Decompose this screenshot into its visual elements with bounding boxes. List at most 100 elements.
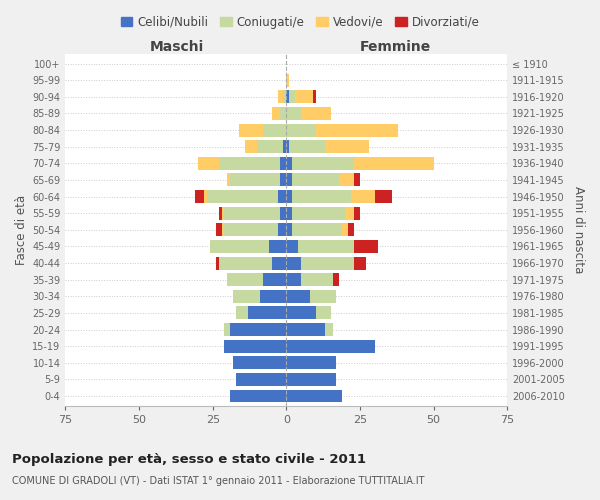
Bar [354,240,377,253]
Bar [286,107,301,120]
Text: COMUNE DI GRADOLI (VT) - Dati ISTAT 1° gennaio 2011 - Elaborazione TUTTITALIA.IT: COMUNE DI GRADOLI (VT) - Dati ISTAT 1° g… [12,476,425,486]
Bar [269,240,286,253]
Bar [345,206,354,220]
Bar [286,224,292,236]
Bar [298,240,354,253]
Bar [286,356,337,369]
Bar [248,306,286,320]
Bar [292,174,340,186]
Bar [313,90,316,104]
Bar [204,190,207,203]
Bar [286,240,298,253]
Y-axis label: Fasce di età: Fasce di età [15,194,28,265]
Bar [375,190,392,203]
Bar [227,273,263,286]
Bar [280,107,286,120]
Bar [207,190,278,203]
Text: Femmine: Femmine [360,40,431,54]
Bar [198,157,218,170]
Bar [292,190,351,203]
Bar [310,290,337,303]
Bar [292,206,345,220]
Bar [280,157,286,170]
Bar [289,140,325,153]
Bar [301,107,331,120]
Bar [325,140,369,153]
Bar [286,190,292,203]
Bar [272,256,286,270]
Bar [354,157,434,170]
Text: Popolazione per età, sesso e stato civile - 2011: Popolazione per età, sesso e stato civil… [12,452,366,466]
Bar [224,224,278,236]
Bar [260,290,286,303]
Bar [236,306,248,320]
Bar [351,190,375,203]
Bar [236,373,286,386]
Bar [233,290,260,303]
Bar [286,373,337,386]
Bar [263,124,286,136]
Bar [325,323,334,336]
Bar [343,224,348,236]
Bar [354,206,360,220]
Bar [278,190,286,203]
Bar [286,390,343,402]
Bar [221,224,224,236]
Text: Maschi: Maschi [150,40,205,54]
Bar [230,174,280,186]
Bar [354,174,360,186]
Bar [278,224,286,236]
Bar [218,157,280,170]
Bar [286,157,292,170]
Bar [348,224,354,236]
Legend: Celibi/Nubili, Coniugati/e, Vedovi/e, Divorziati/e: Celibi/Nubili, Coniugati/e, Vedovi/e, Di… [116,11,484,34]
Bar [280,206,286,220]
Bar [233,356,286,369]
Bar [195,190,204,203]
Bar [286,273,301,286]
Bar [283,90,286,104]
Bar [286,74,289,86]
Bar [215,224,221,236]
Bar [286,306,316,320]
Bar [301,256,354,270]
Bar [215,256,218,270]
Bar [289,90,295,104]
Bar [224,206,280,220]
Bar [245,140,257,153]
Bar [295,90,313,104]
Bar [221,206,224,220]
Bar [316,306,331,320]
Bar [263,273,286,286]
Bar [286,206,292,220]
Bar [316,124,398,136]
Bar [257,140,283,153]
Bar [301,273,334,286]
Bar [239,124,263,136]
Bar [224,340,286,352]
Bar [218,206,221,220]
Bar [286,174,292,186]
Bar [278,90,283,104]
Bar [292,224,343,236]
Bar [210,240,269,253]
Bar [286,340,375,352]
Bar [340,174,354,186]
Bar [292,157,354,170]
Bar [286,290,310,303]
Bar [354,256,366,270]
Bar [218,256,272,270]
Bar [286,90,289,104]
Bar [283,140,286,153]
Bar [224,323,230,336]
Bar [227,174,230,186]
Bar [272,107,280,120]
Bar [286,124,316,136]
Bar [286,256,301,270]
Bar [230,390,286,402]
Y-axis label: Anni di nascita: Anni di nascita [572,186,585,274]
Bar [280,174,286,186]
Bar [286,140,289,153]
Bar [286,323,325,336]
Bar [230,323,286,336]
